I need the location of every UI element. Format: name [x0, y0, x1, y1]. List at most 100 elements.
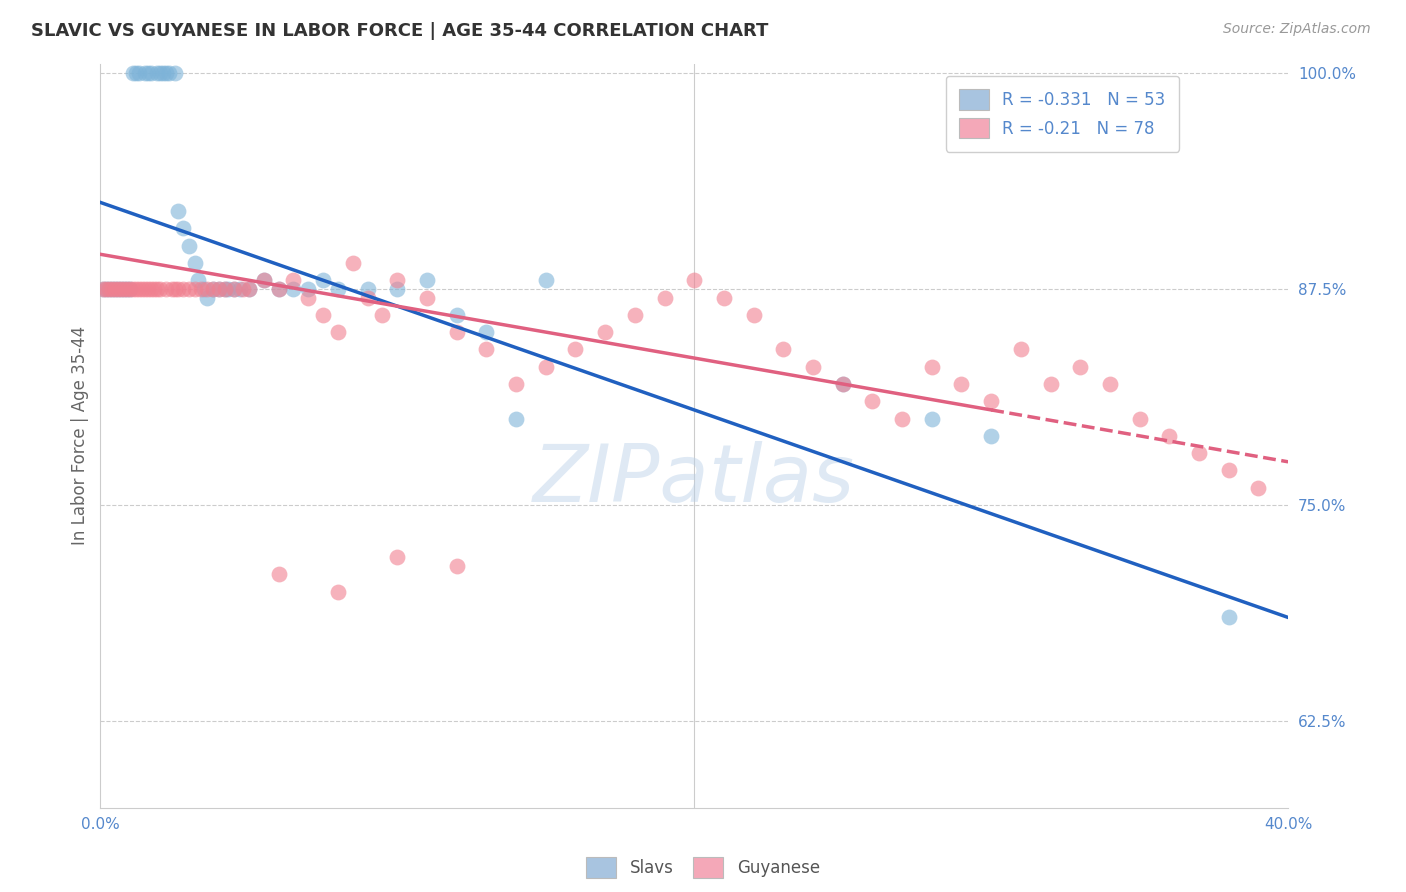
Point	[446, 558, 468, 573]
Point	[416, 291, 439, 305]
Point	[96, 282, 118, 296]
Point	[163, 66, 186, 80]
Point	[253, 273, 276, 287]
Point	[475, 325, 498, 339]
Point	[134, 282, 156, 296]
Point	[238, 282, 260, 296]
Point	[149, 66, 172, 80]
Point	[683, 273, 706, 287]
Point	[831, 376, 853, 391]
Point	[980, 394, 1002, 409]
Point	[238, 282, 260, 296]
Point	[1188, 446, 1211, 460]
Point	[190, 282, 212, 296]
Point	[283, 282, 305, 296]
Point	[160, 282, 183, 296]
Point	[1010, 343, 1032, 357]
Point	[312, 308, 335, 322]
Point	[136, 66, 159, 80]
Point	[593, 325, 616, 339]
Point	[232, 282, 254, 296]
Point	[125, 66, 148, 80]
Point	[134, 66, 156, 80]
Point	[173, 221, 195, 235]
Point	[1098, 376, 1121, 391]
Point	[534, 359, 557, 374]
Point	[1218, 610, 1240, 624]
Point	[1218, 463, 1240, 477]
Point	[446, 308, 468, 322]
Point	[229, 282, 252, 296]
Point	[831, 376, 853, 391]
Point	[326, 282, 349, 296]
Point	[136, 282, 159, 296]
Point	[772, 343, 794, 357]
Point	[891, 411, 914, 425]
Point	[371, 308, 394, 322]
Point	[115, 282, 138, 296]
Legend: R = -0.331   N = 53, R = -0.21   N = 78: R = -0.331 N = 53, R = -0.21 N = 78	[946, 76, 1178, 152]
Point	[91, 282, 114, 296]
Point	[155, 282, 177, 296]
Point	[146, 282, 169, 296]
Point	[505, 411, 527, 425]
Point	[253, 273, 276, 287]
Point	[208, 282, 231, 296]
Point	[624, 308, 647, 322]
Point	[104, 282, 127, 296]
Point	[860, 394, 883, 409]
Point	[195, 282, 218, 296]
Point	[112, 282, 135, 296]
Point	[312, 273, 335, 287]
Point	[166, 204, 188, 219]
Point	[297, 291, 319, 305]
Point	[326, 325, 349, 339]
Point	[128, 66, 150, 80]
Point	[1247, 481, 1270, 495]
Point	[387, 282, 409, 296]
Point	[387, 549, 409, 564]
Point	[446, 325, 468, 339]
Point	[222, 282, 245, 296]
Point	[742, 308, 765, 322]
Point	[416, 273, 439, 287]
Point	[921, 359, 943, 374]
Point	[110, 282, 132, 296]
Point	[139, 66, 162, 80]
Point	[297, 282, 319, 296]
Point	[184, 282, 207, 296]
Point	[214, 282, 236, 296]
Point	[118, 282, 141, 296]
Point	[1069, 359, 1091, 374]
Point	[152, 66, 174, 80]
Point	[98, 282, 121, 296]
Point	[222, 282, 245, 296]
Point	[202, 282, 225, 296]
Point	[202, 282, 225, 296]
Point	[187, 273, 209, 287]
Point	[125, 282, 148, 296]
Point	[342, 256, 364, 270]
Point	[505, 376, 527, 391]
Point	[110, 282, 132, 296]
Point	[157, 66, 180, 80]
Point	[91, 282, 114, 296]
Point	[475, 343, 498, 357]
Point	[96, 282, 118, 296]
Point	[654, 291, 676, 305]
Point	[950, 376, 973, 391]
Point	[214, 282, 236, 296]
Text: Source: ZipAtlas.com: Source: ZipAtlas.com	[1223, 22, 1371, 37]
Point	[107, 282, 129, 296]
Point	[208, 282, 231, 296]
Point	[283, 273, 305, 287]
Point	[980, 429, 1002, 443]
Legend: Slavs, Guyanese: Slavs, Guyanese	[579, 851, 827, 884]
Point	[326, 584, 349, 599]
Point	[128, 282, 150, 296]
Point	[142, 282, 165, 296]
Point	[801, 359, 824, 374]
Point	[356, 282, 378, 296]
Point	[193, 282, 215, 296]
Point	[564, 343, 586, 357]
